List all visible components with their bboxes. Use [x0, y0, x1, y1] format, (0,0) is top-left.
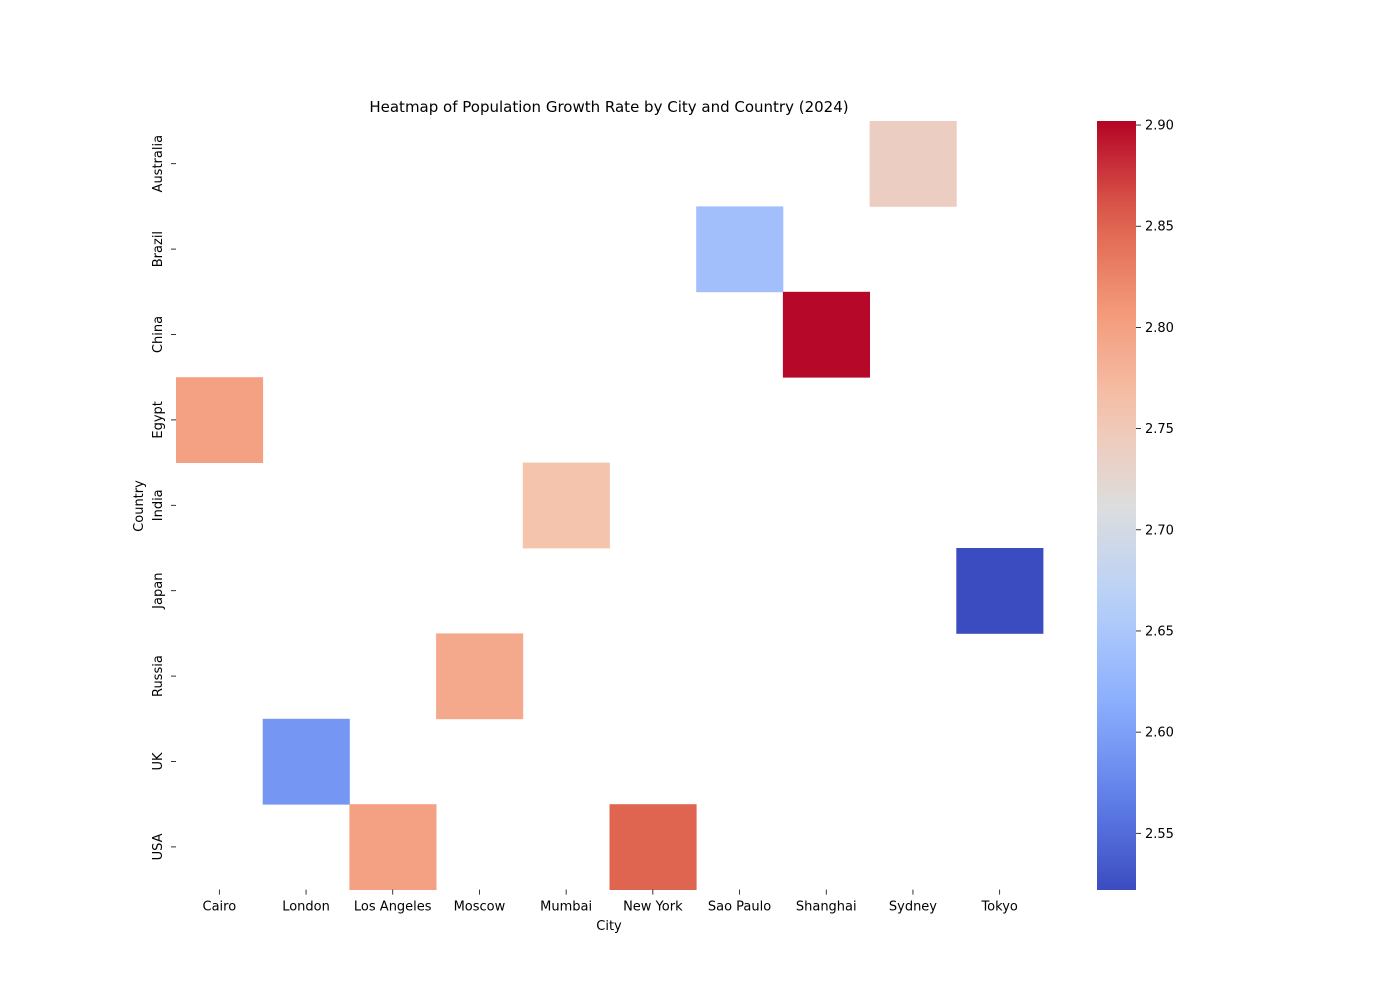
heatmap-cell-egypt-cairo [176, 377, 264, 463]
heatmap-cell-russia-moscow [436, 633, 524, 720]
heatmap-cell-india-mumbai [522, 462, 610, 549]
y-axis-ticks: Australia Brazil China Egypt India Japan Russi… [151, 135, 176, 860]
colorbar-gradient [1097, 121, 1136, 890]
x-axis-label: City [596, 919, 622, 934]
chart-title: Heatmap of Population Growth Rate by Cit… [369, 98, 848, 116]
heatmap-cell-usa-new-york [609, 804, 697, 890]
y-tick-label-china: China [151, 316, 166, 353]
colorbar-tick-label-3: 2.70 [1145, 523, 1174, 538]
x-tick-label-moscow: Moscow [454, 900, 506, 915]
x-tick-label-mumbai: Mumbai [540, 900, 592, 915]
colorbar-tick-label-6: 2.85 [1145, 220, 1174, 235]
x-tick-label-sydney: Sydney [889, 900, 937, 915]
colorbar-tick-label-4: 2.75 [1145, 422, 1174, 437]
x-tick-label-new-york: New York [623, 900, 683, 915]
colorbar-tick-label-7: 2.90 [1145, 119, 1174, 134]
heatmap-cell-japan-tokyo [956, 548, 1044, 634]
colorbar: 2.55 2.60 2.65 2.70 2.75 2.80 2.85 2.90 [1097, 119, 1174, 890]
heatmap-cell-australia-sydney [869, 121, 957, 207]
x-tick-label-tokyo: Tokyo [980, 900, 1017, 915]
x-tick-label-london: London [282, 900, 330, 915]
colorbar-tick-label-5: 2.80 [1145, 321, 1174, 336]
y-tick-label-russia: Russia [151, 655, 166, 697]
x-tick-label-sao-paulo: Sao Paulo [708, 900, 771, 915]
y-tick-label-australia: Australia [151, 135, 166, 193]
y-tick-label-egypt: Egypt [151, 401, 166, 439]
y-tick-label-usa: USA [151, 833, 166, 860]
heatmap-cells [176, 121, 1044, 890]
y-tick-label-japan: Japan [151, 573, 166, 610]
x-tick-label-shanghai: Shanghai [796, 900, 857, 915]
y-axis-label: Country [132, 480, 147, 532]
y-tick-label-uk: UK [151, 752, 166, 771]
heatmap-cell-uk-london [262, 718, 350, 805]
colorbar-tick-label-1: 2.60 [1145, 726, 1174, 741]
heatmap-cell-china-shanghai [782, 291, 870, 378]
heatmap-cell-brazil-sao-paulo [696, 206, 784, 293]
x-axis-ticks: Cairo London Los Angeles Moscow Mumbai New Yo… [203, 889, 1018, 915]
colorbar-tick-label-2: 2.65 [1145, 624, 1174, 639]
y-tick-label-brazil: Brazil [151, 231, 166, 267]
y-tick-label-india: India [151, 489, 166, 521]
x-tick-label-los-angeles: Los Angeles [354, 900, 432, 915]
x-tick-label-cairo: Cairo [203, 900, 237, 915]
colorbar-tick-label-0: 2.55 [1145, 827, 1174, 842]
heatmap-cell-usa-los-angeles [349, 804, 437, 890]
